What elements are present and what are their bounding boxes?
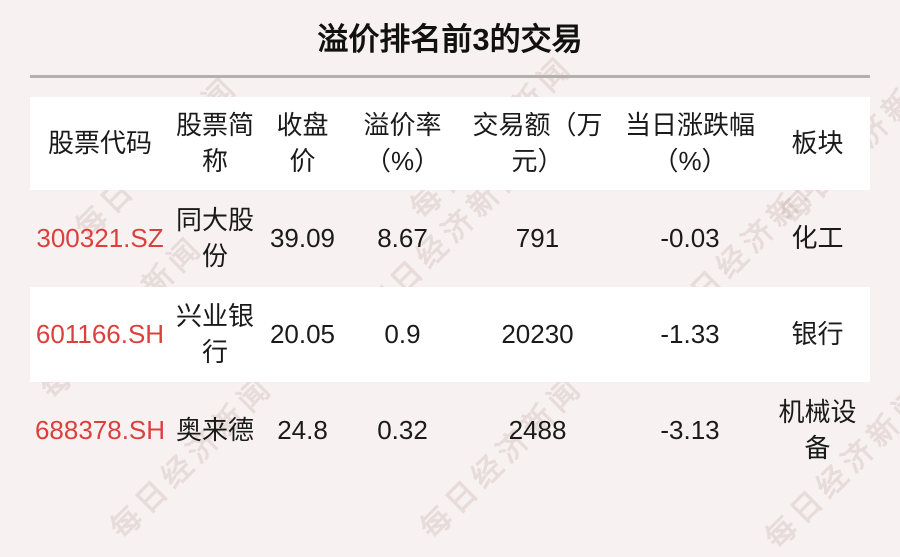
table-row: 601166.SH 兴业银 行 20.05 0.9 20230 -1.33 银行 <box>30 287 870 382</box>
table-header-row: 股票代码 股票简 称 收盘 价 溢价率 （%） 交易额（万 元） 当日涨跌幅 （… <box>30 97 870 190</box>
cell-sector: 机械设 备 <box>778 397 857 463</box>
cell-trade-amount: 791 <box>515 222 560 253</box>
premium-table: 股票代码 股票简 称 收盘 价 溢价率 （%） 交易额（万 元） 当日涨跌幅 （… <box>30 97 870 480</box>
cell-stock-code: 688378.SH <box>34 415 166 446</box>
column-header-stock-name: 股票简 称 <box>175 109 254 176</box>
column-header-trade-amount: 交易额（万 元） <box>472 109 603 176</box>
table-row: 300321.SZ 同大股 份 39.09 8.67 791 -0.03 化工 <box>30 190 870 287</box>
column-header-close-price: 收盘 价 <box>276 109 329 176</box>
column-header-daily-change: 当日涨跌幅 （%） <box>624 109 755 176</box>
column-header-premium-rate: 溢价率 （%） <box>363 109 442 176</box>
cell-trade-amount: 2488 <box>508 415 567 446</box>
cell-close-price: 20.05 <box>269 318 336 349</box>
table-row: 688378.SH 奥来德 24.8 0.32 2488 -3.13 机械设 备 <box>30 382 870 480</box>
cell-premium-rate: 8.67 <box>377 222 428 253</box>
cell-stock-name: 同大股 份 <box>175 204 254 271</box>
column-header-stock-code: 股票代码 <box>47 127 152 158</box>
cell-premium-rate: 0.32 <box>377 415 428 446</box>
column-header-sector: 板块 <box>791 127 844 158</box>
cell-premium-rate: 0.9 <box>384 318 421 349</box>
cell-trade-amount: 20230 <box>501 318 574 349</box>
cell-stock-code: 601166.SH <box>35 318 165 349</box>
cell-close-price: 24.8 <box>277 415 328 446</box>
cell-stock-name: 奥来德 <box>175 415 254 446</box>
title-divider <box>30 75 870 78</box>
page-title: 溢价排名前3的交易 <box>317 22 583 57</box>
cell-stock-code: 300321.SZ <box>36 222 164 253</box>
cell-daily-change: -3.13 <box>660 415 720 446</box>
cell-sector: 银行 <box>791 318 844 349</box>
cell-daily-change: -1.33 <box>660 318 720 349</box>
cell-daily-change: -0.03 <box>660 222 720 253</box>
cell-sector: 化工 <box>791 222 844 253</box>
cell-close-price: 39.09 <box>269 222 336 253</box>
cell-stock-name: 兴业银 行 <box>175 300 254 367</box>
